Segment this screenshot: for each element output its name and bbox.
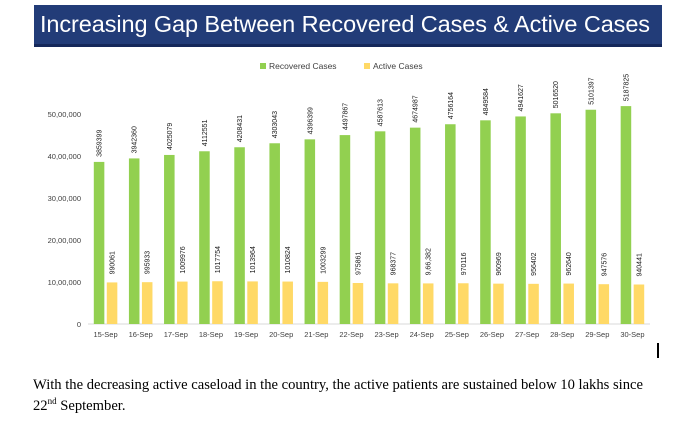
x-tick-label: 29-Sep bbox=[585, 330, 609, 339]
recovered-data-label: 4587613 bbox=[378, 99, 385, 126]
x-tick-label: 24-Sep bbox=[410, 330, 434, 339]
x-tick-label: 28-Sep bbox=[550, 330, 574, 339]
active-data-label: 968377 bbox=[391, 252, 398, 275]
active-bar bbox=[458, 283, 469, 324]
active-data-label: 1013964 bbox=[250, 246, 257, 273]
x-tick-label: 26-Sep bbox=[480, 330, 504, 339]
caption-text: With the decreasing active caseload in t… bbox=[33, 377, 643, 414]
recovered-bar bbox=[269, 143, 280, 324]
active-data-label: 1010824 bbox=[285, 246, 292, 273]
active-bar bbox=[598, 284, 610, 324]
recovered-bar bbox=[374, 131, 386, 324]
active-data-label: 962640 bbox=[566, 252, 573, 275]
recovered-data-label: 4112551 bbox=[202, 119, 209, 146]
recovered-data-label: 4849584 bbox=[483, 88, 490, 115]
recovered-bar bbox=[339, 135, 351, 324]
y-tick-label: 30,00,000 bbox=[48, 194, 81, 203]
x-tick-label: 22-Sep bbox=[339, 330, 363, 339]
y-tick-label: 0 bbox=[77, 320, 81, 329]
recovered-data-label: 3859399 bbox=[97, 130, 104, 157]
caption-superscript: nd bbox=[47, 396, 57, 407]
active-bar bbox=[387, 283, 399, 324]
recovered-data-label: 4674987 bbox=[413, 95, 420, 122]
recovered-bar bbox=[234, 147, 245, 324]
x-tick-label: 25-Sep bbox=[445, 330, 469, 339]
x-tick-label: 23-Sep bbox=[374, 330, 398, 339]
recovered-data-label: 3942360 bbox=[132, 126, 139, 153]
active-data-label: 975861 bbox=[355, 252, 362, 275]
active-data-label: 960969 bbox=[496, 252, 503, 275]
legend-label-recovered: Recovered Cases bbox=[269, 61, 337, 71]
recovered-bar bbox=[93, 161, 105, 324]
active-data-label: 9,66,382 bbox=[426, 248, 433, 275]
active-data-label: 1003299 bbox=[320, 247, 327, 274]
chart-area: 0 10,00,000 20,00,000 30,00,000 40,00,000 50,… bbox=[30, 56, 662, 356]
legend-swatch-recovered bbox=[260, 63, 266, 69]
active-bar bbox=[422, 283, 434, 324]
active-bar bbox=[563, 283, 574, 324]
active-data-label: 990061 bbox=[110, 251, 117, 274]
active-bar bbox=[106, 282, 118, 324]
legend-swatch-active bbox=[364, 63, 370, 69]
x-tick-label: 20-Sep bbox=[269, 330, 293, 339]
legend-label-active: Active Cases bbox=[373, 61, 423, 71]
x-tick-label: 18-Sep bbox=[199, 330, 223, 339]
recovered-bar bbox=[128, 158, 140, 324]
bar-chart: 0 10,00,000 20,00,000 30,00,000 40,00,000 50,… bbox=[48, 61, 650, 339]
caption-text-end: September. bbox=[56, 398, 126, 414]
active-bar bbox=[528, 283, 539, 324]
y-tick-label: 40,00,000 bbox=[48, 152, 81, 161]
recovered-bar bbox=[164, 154, 175, 324]
recovered-bar bbox=[304, 139, 316, 324]
active-data-label: 1017754 bbox=[215, 246, 222, 273]
y-tick-label: 20,00,000 bbox=[48, 236, 81, 245]
active-bar bbox=[212, 281, 223, 324]
active-data-label: 947576 bbox=[601, 253, 608, 276]
x-tick-label: 17-Sep bbox=[164, 330, 188, 339]
y-tick-label: 50,00,000 bbox=[48, 110, 81, 119]
vertical-rule bbox=[657, 343, 659, 358]
x-tick-label: 30-Sep bbox=[620, 330, 644, 339]
recovered-bar bbox=[550, 113, 561, 324]
recovered-data-label: 4756164 bbox=[448, 92, 455, 119]
active-bar bbox=[247, 281, 258, 324]
active-bar bbox=[177, 281, 188, 324]
active-bar bbox=[141, 282, 153, 324]
x-tick-label: 16-Sep bbox=[129, 330, 153, 339]
recovered-data-label: 4208431 bbox=[237, 115, 244, 142]
x-tick-label: 27-Sep bbox=[515, 330, 539, 339]
recovered-bar bbox=[409, 127, 421, 325]
active-data-label: 1009976 bbox=[180, 246, 187, 273]
caption-paragraph: With the decreasing active caseload in t… bbox=[33, 375, 663, 417]
recovered-bar bbox=[480, 120, 491, 324]
recovered-data-label: 4303043 bbox=[272, 111, 279, 138]
active-data-label: 995933 bbox=[145, 251, 152, 274]
active-bar bbox=[493, 283, 504, 324]
recovered-data-label: 4025079 bbox=[167, 123, 174, 150]
recovered-bar bbox=[620, 106, 632, 324]
active-bar bbox=[633, 284, 645, 324]
recovered-data-label: 5187825 bbox=[623, 74, 630, 101]
active-bar bbox=[352, 283, 364, 324]
recovered-data-label: 5016520 bbox=[553, 81, 560, 108]
recovered-data-label: 4396399 bbox=[307, 107, 314, 134]
active-bar bbox=[282, 281, 293, 324]
recovered-bar bbox=[445, 124, 456, 325]
active-bar bbox=[317, 281, 329, 324]
x-tick-label: 21-Sep bbox=[304, 330, 328, 339]
x-tick-label: 15-Sep bbox=[93, 330, 117, 339]
active-data-label: 970116 bbox=[461, 252, 468, 275]
recovered-bar bbox=[199, 151, 210, 324]
x-tick-label: 19-Sep bbox=[234, 330, 258, 339]
recovered-data-label: 5101397 bbox=[588, 77, 595, 104]
chart-title-banner: Increasing Gap Between Recovered Cases &… bbox=[34, 5, 662, 47]
active-data-label: 956402 bbox=[531, 252, 538, 275]
recovered-data-label: 4497867 bbox=[342, 103, 349, 130]
recovered-bar bbox=[515, 116, 526, 324]
active-data-label: 940441 bbox=[636, 253, 643, 276]
recovered-bar bbox=[585, 109, 597, 324]
y-tick-label: 10,00,000 bbox=[48, 278, 81, 287]
recovered-data-label: 4941627 bbox=[518, 84, 525, 111]
chart-title: Increasing Gap Between Recovered Cases &… bbox=[40, 11, 650, 37]
